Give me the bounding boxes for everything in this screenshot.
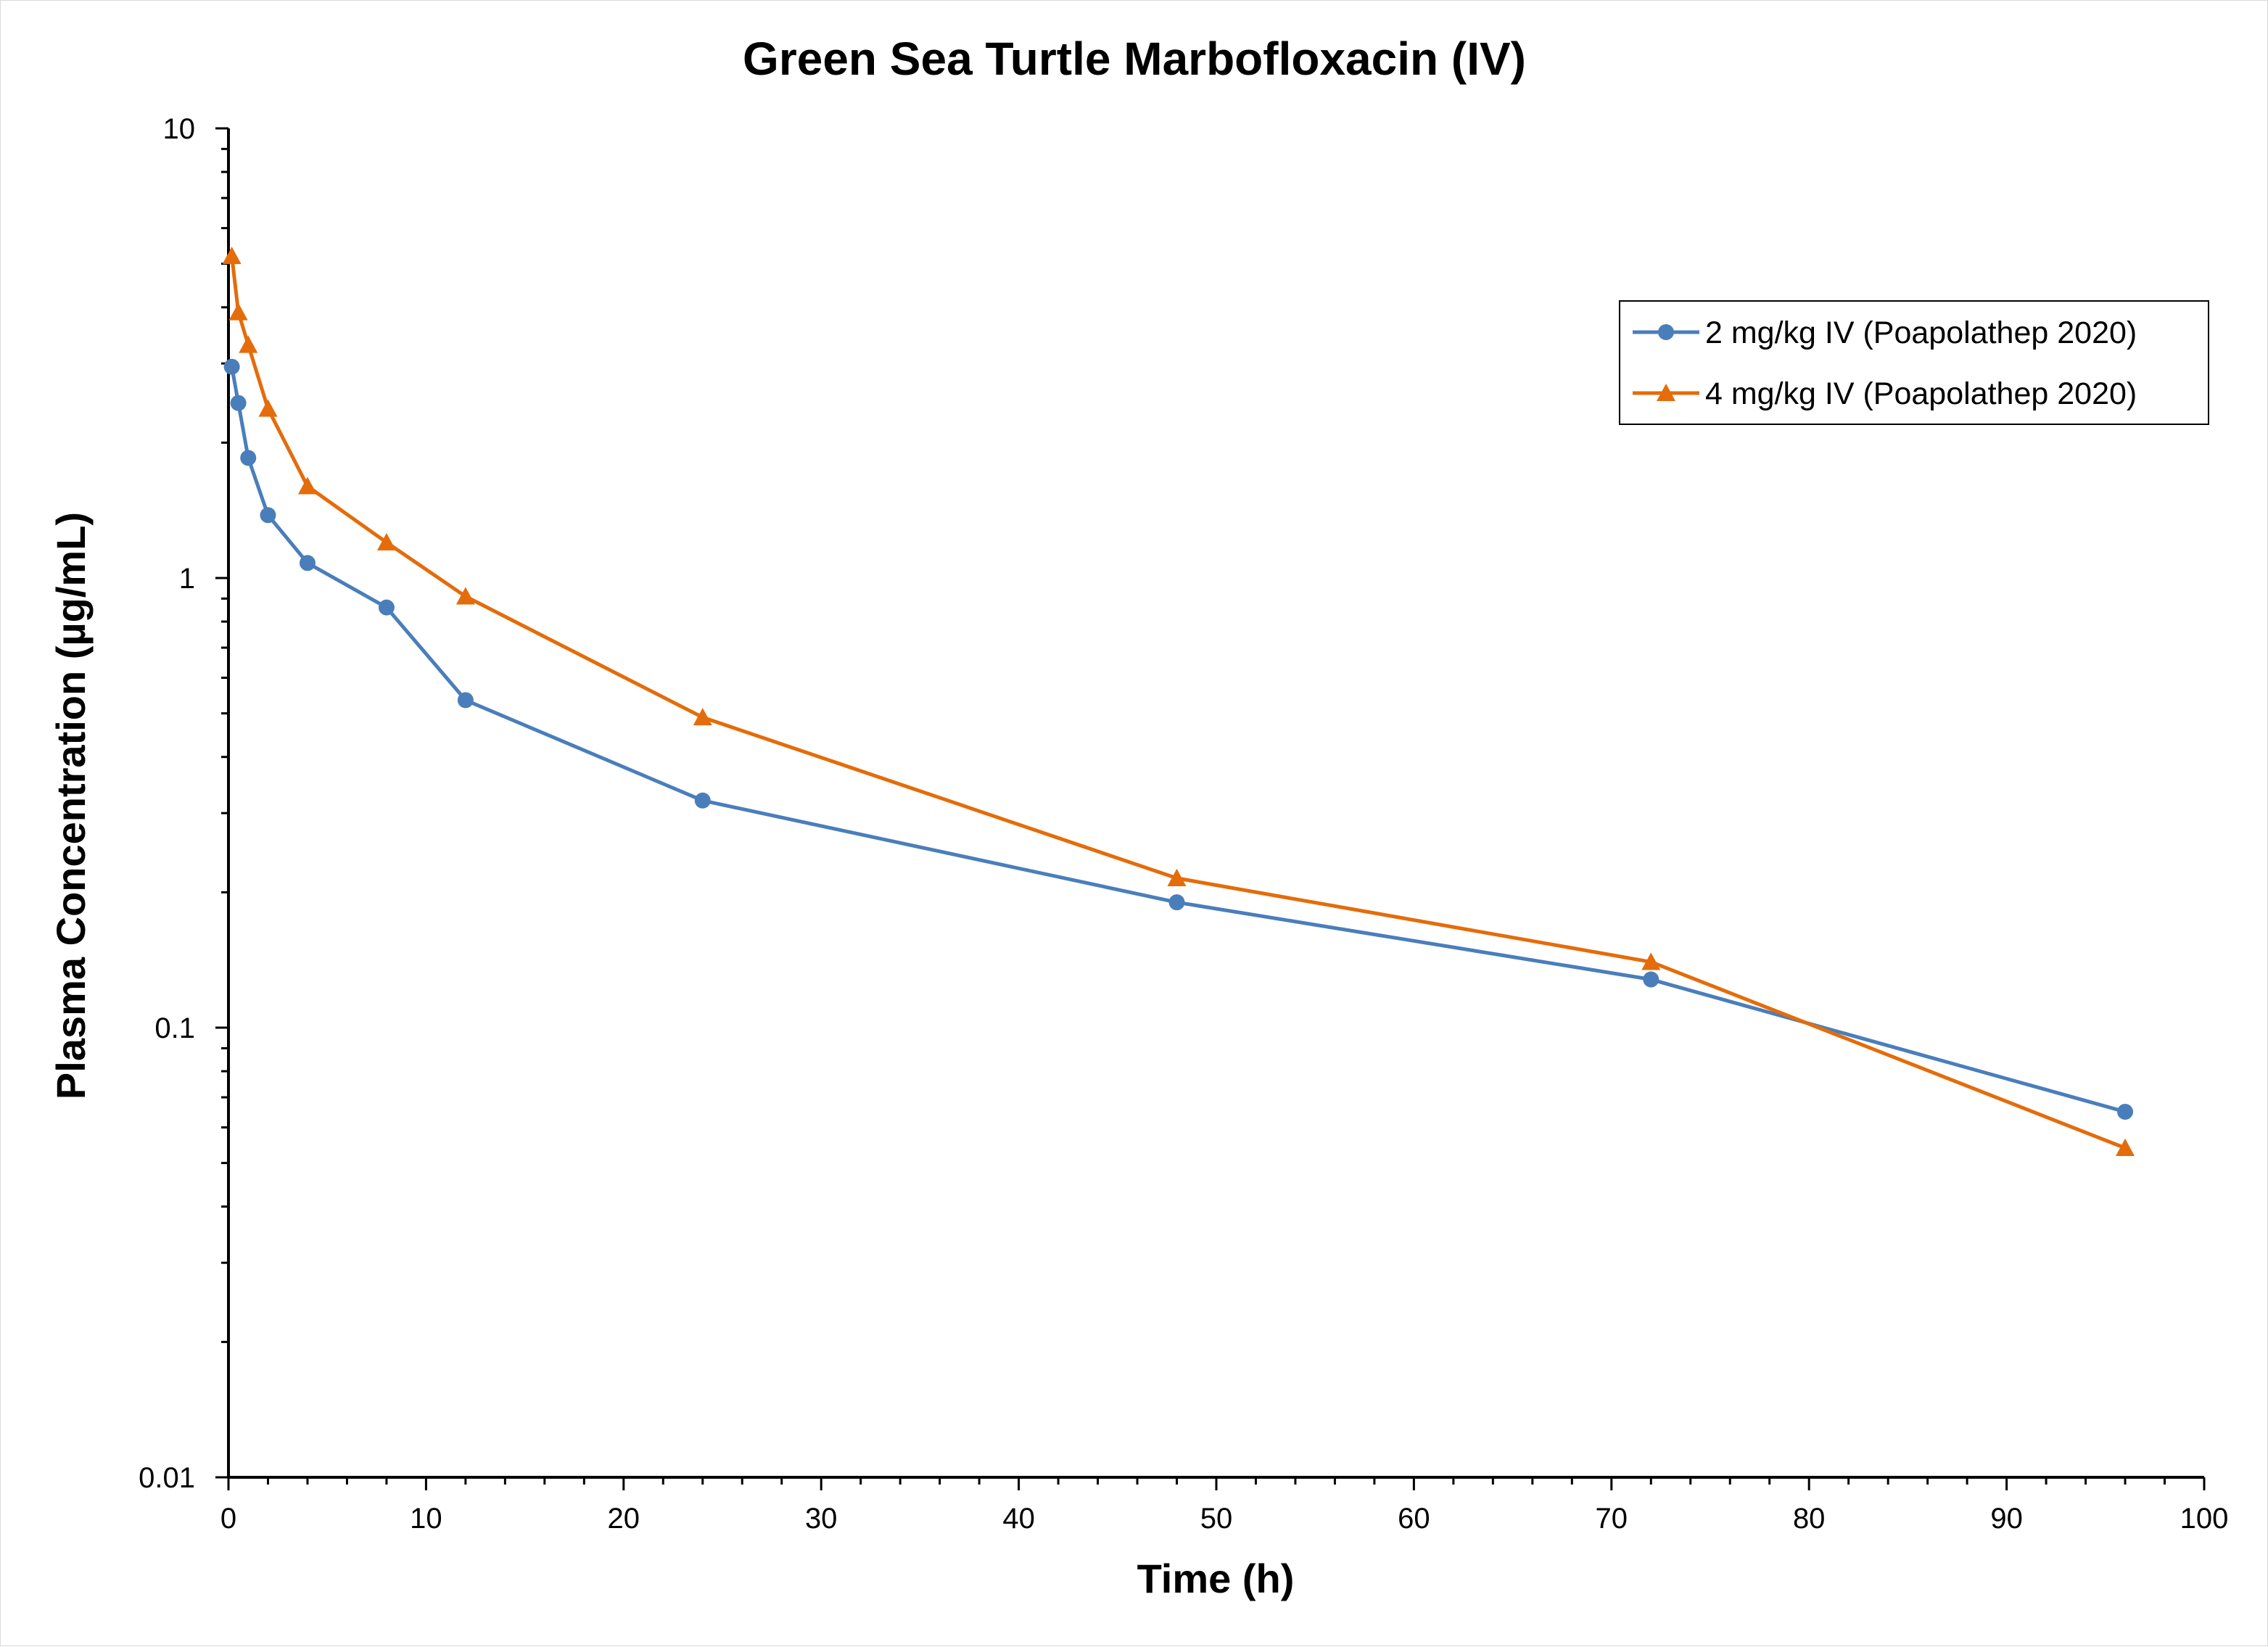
- y-axis-title: Plasma Concentration (µg/mL): [48, 512, 94, 1099]
- data-point: [297, 476, 317, 495]
- x-tick-label: 90: [1990, 1503, 2023, 1535]
- x-tick-label: 30: [805, 1503, 838, 1535]
- data-point: [230, 395, 247, 411]
- data-point: [222, 247, 242, 265]
- data-point: [258, 399, 278, 417]
- legend-box: [1619, 300, 2209, 425]
- legend: 2 mg/kg IV (Poapolathep 2020) 4 mg/kg IV …: [1619, 300, 2209, 425]
- y-tick-label: 10: [163, 113, 196, 145]
- data-point: [228, 302, 248, 321]
- x-tick-label: 60: [1398, 1503, 1430, 1535]
- x-tick-label: 20: [608, 1503, 640, 1535]
- x-tick-label: 100: [2180, 1503, 2229, 1535]
- x-tick-label: 50: [1200, 1503, 1233, 1535]
- data-point: [1641, 952, 1661, 970]
- y-tick-label: 0.1: [154, 1012, 195, 1044]
- axes: 0 10 20 30 40 50 60 70 80 90 100 0.01 0.1 1 10: [139, 113, 2228, 1535]
- data-point: [239, 335, 258, 353]
- series-1: [223, 358, 2134, 1120]
- data-point: [457, 692, 474, 709]
- data-point: [1168, 894, 1185, 911]
- data-point: [694, 792, 711, 809]
- series-2: [222, 247, 2135, 1156]
- data-point: [299, 555, 316, 571]
- legend-label: 2 mg/kg IV (Poapolathep 2020): [1705, 315, 2137, 350]
- series-layer: [222, 247, 2135, 1156]
- legend-item: 4 mg/kg IV (Poapolathep 2020): [1633, 376, 2137, 411]
- data-point: [1643, 971, 1659, 988]
- x-tick-label: 80: [1793, 1503, 1826, 1535]
- legend-label: 4 mg/kg IV (Poapolathep 2020): [1705, 376, 2137, 411]
- data-point: [240, 450, 257, 466]
- data-point: [2117, 1103, 2134, 1120]
- series-line: [230, 366, 2126, 1114]
- x-tick-label: 40: [1002, 1503, 1035, 1535]
- data-point: [260, 507, 276, 524]
- chart-title: Green Sea Turtle Marbofloxacin (IV): [743, 33, 1526, 85]
- legend-marker: [1657, 384, 1675, 402]
- data-point: [455, 587, 475, 605]
- data-point: [2116, 1138, 2135, 1156]
- x-tick-label: 10: [410, 1503, 442, 1535]
- y-tick-label: 0.01: [139, 1462, 195, 1494]
- legend-marker: [1658, 324, 1674, 340]
- x-tick-label: 0: [220, 1503, 236, 1535]
- legend-item: 2 mg/kg IV (Poapolathep 2020): [1633, 315, 2137, 350]
- data-point: [1167, 868, 1187, 886]
- data-point: [378, 599, 395, 616]
- x-axis-title: Time (h): [1137, 1556, 1295, 1601]
- data-point: [376, 532, 396, 550]
- x-tick-label: 70: [1596, 1503, 1628, 1535]
- y-tick-label: 1: [179, 563, 195, 595]
- data-point: [693, 708, 712, 726]
- data-point: [223, 358, 240, 375]
